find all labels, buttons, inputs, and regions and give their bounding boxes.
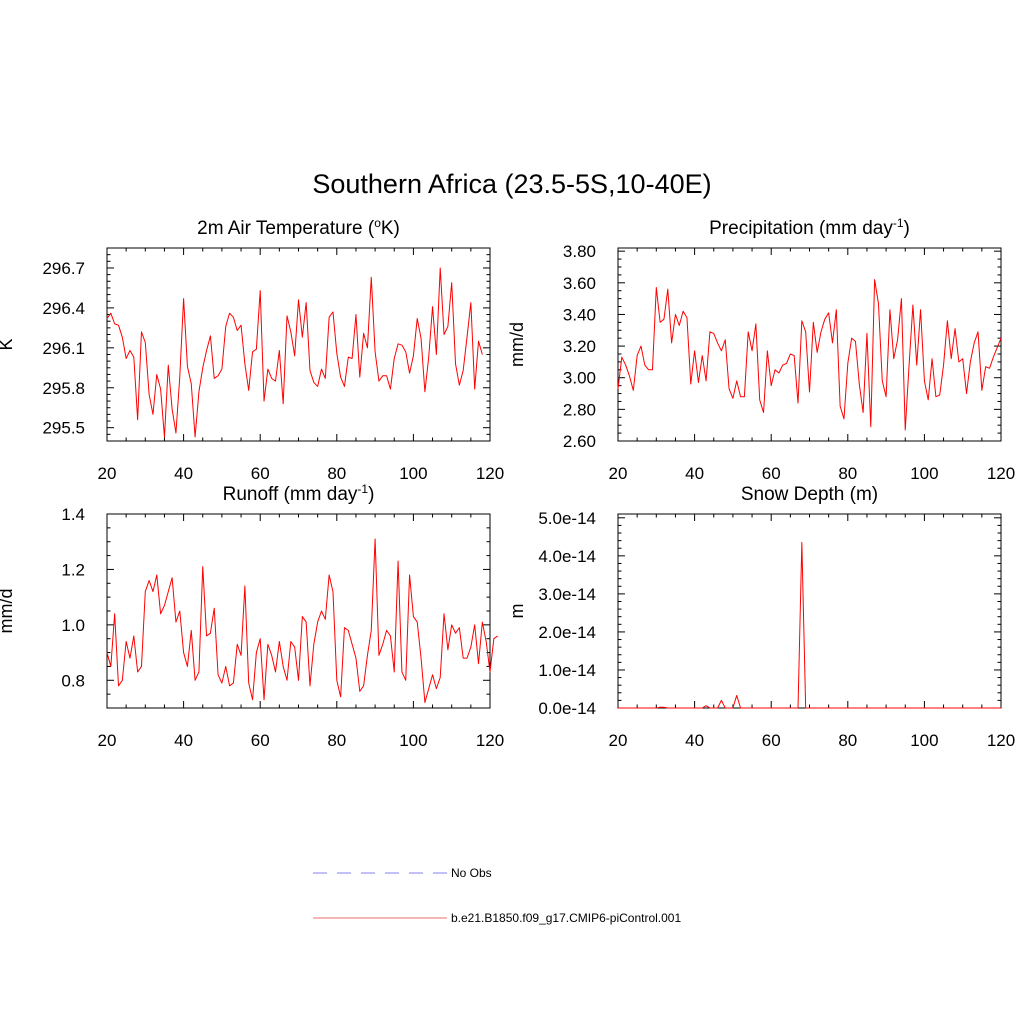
y-axis-label: K	[0, 338, 16, 350]
x-tick-label: 80	[327, 464, 346, 483]
y-tick-label: 1.2	[61, 560, 85, 579]
x-tick-label: 40	[174, 464, 193, 483]
legend-label-1: b.e21.B1850.f09_g17.CMIP6-piControl.001	[451, 911, 681, 925]
x-tick-label: 60	[251, 731, 270, 750]
x-tick-label: 40	[685, 731, 704, 750]
x-tick-label: 20	[98, 464, 117, 483]
y-tick-label: 295.8	[42, 379, 85, 398]
y-axis-label: mm/d	[0, 589, 16, 634]
x-tick-label: 120	[987, 464, 1015, 483]
y-tick-label: 3.00	[563, 369, 596, 388]
y-tick-label: 3.40	[563, 305, 596, 324]
y-tick-label: 2.0e-14	[538, 623, 596, 642]
y-tick-label: 0.0e-14	[538, 699, 596, 718]
series-line-precip	[617, 279, 1002, 431]
y-tick-label: 0.8	[61, 671, 85, 690]
panel-title: Precipitation (mm day-1)	[709, 216, 910, 239]
panels: 2m Air Temperature (oK) K 20 40 60 80 100 120 29…	[0, 216, 1015, 750]
plot-frame	[106, 247, 491, 442]
y-tick-label: 1.0	[61, 616, 85, 635]
series-line-runoff	[106, 538, 498, 703]
panel-title: 2m Air Temperature (oK)	[197, 216, 400, 239]
x-tick-label: 120	[476, 464, 504, 483]
x-tick-label: 60	[251, 464, 270, 483]
legend-label-0: No Obs	[451, 866, 492, 880]
x-tick-label: 20	[609, 731, 628, 750]
panel-snow: Snow Depth (m) m 20 40 60 80 100 120 0.0e-14 1.0e…	[507, 484, 1015, 750]
x-tick-label: 80	[838, 731, 857, 750]
panel-runoff: Runoff (mm day-1) mm/d 20 40 60 80 100 120 0.8 1.…	[0, 482, 504, 750]
panel-title: Runoff (mm day-1)	[223, 482, 375, 505]
y-tick-label: 2.60	[563, 432, 596, 451]
y-axis-label: m	[507, 604, 527, 619]
y-tick-label: 296.1	[42, 339, 85, 358]
x-tick-label: 40	[685, 464, 704, 483]
panel-precip: Precipitation (mm day-1) mm/d 20 40 60 80 100 1…	[507, 216, 1015, 483]
y-tick-label: 1.0e-14	[538, 661, 596, 680]
x-tick-label: 40	[174, 731, 193, 750]
legend: No Obs b.e21.B1850.f09_g17.CMIP6-piContro…	[313, 866, 681, 925]
y-tick-label: 3.60	[563, 274, 596, 293]
figure-title: Southern Africa (23.5-5S,10-40E)	[312, 169, 711, 199]
y-tick-label: 296.7	[42, 259, 85, 278]
plot-frame	[617, 513, 1002, 709]
y-tick-label: 5.0e-14	[538, 509, 596, 528]
x-tick-label: 100	[399, 464, 427, 483]
x-tick-label: 20	[609, 464, 628, 483]
series-line-snow	[618, 542, 1001, 709]
y-tick-label: 3.0e-14	[538, 585, 596, 604]
y-axis-label: mm/d	[507, 322, 527, 367]
plot-frame	[617, 247, 1002, 442]
panel-title: Snow Depth (m)	[741, 484, 878, 505]
x-tick-label: 60	[762, 731, 781, 750]
y-tick-label: 2.80	[563, 400, 596, 419]
x-tick-label: 80	[838, 464, 857, 483]
x-tick-label: 100	[910, 731, 938, 750]
y-tick-label: 1.4	[61, 505, 85, 524]
x-tick-label: 120	[987, 731, 1015, 750]
y-tick-label: 3.80	[563, 242, 596, 261]
x-tick-label: 100	[399, 731, 427, 750]
y-tick-label: 296.4	[42, 299, 85, 318]
x-tick-label: 80	[327, 731, 346, 750]
series-line-temp	[106, 267, 483, 438]
x-tick-label: 120	[476, 731, 504, 750]
x-tick-label: 100	[910, 464, 938, 483]
y-tick-label: 4.0e-14	[538, 547, 596, 566]
y-tick-label: 3.20	[563, 337, 596, 356]
x-tick-label: 60	[762, 464, 781, 483]
panel-temp: 2m Air Temperature (oK) K 20 40 60 80 100 120 29…	[0, 216, 504, 483]
x-tick-label: 20	[98, 731, 117, 750]
y-tick-label: 295.5	[42, 419, 85, 438]
